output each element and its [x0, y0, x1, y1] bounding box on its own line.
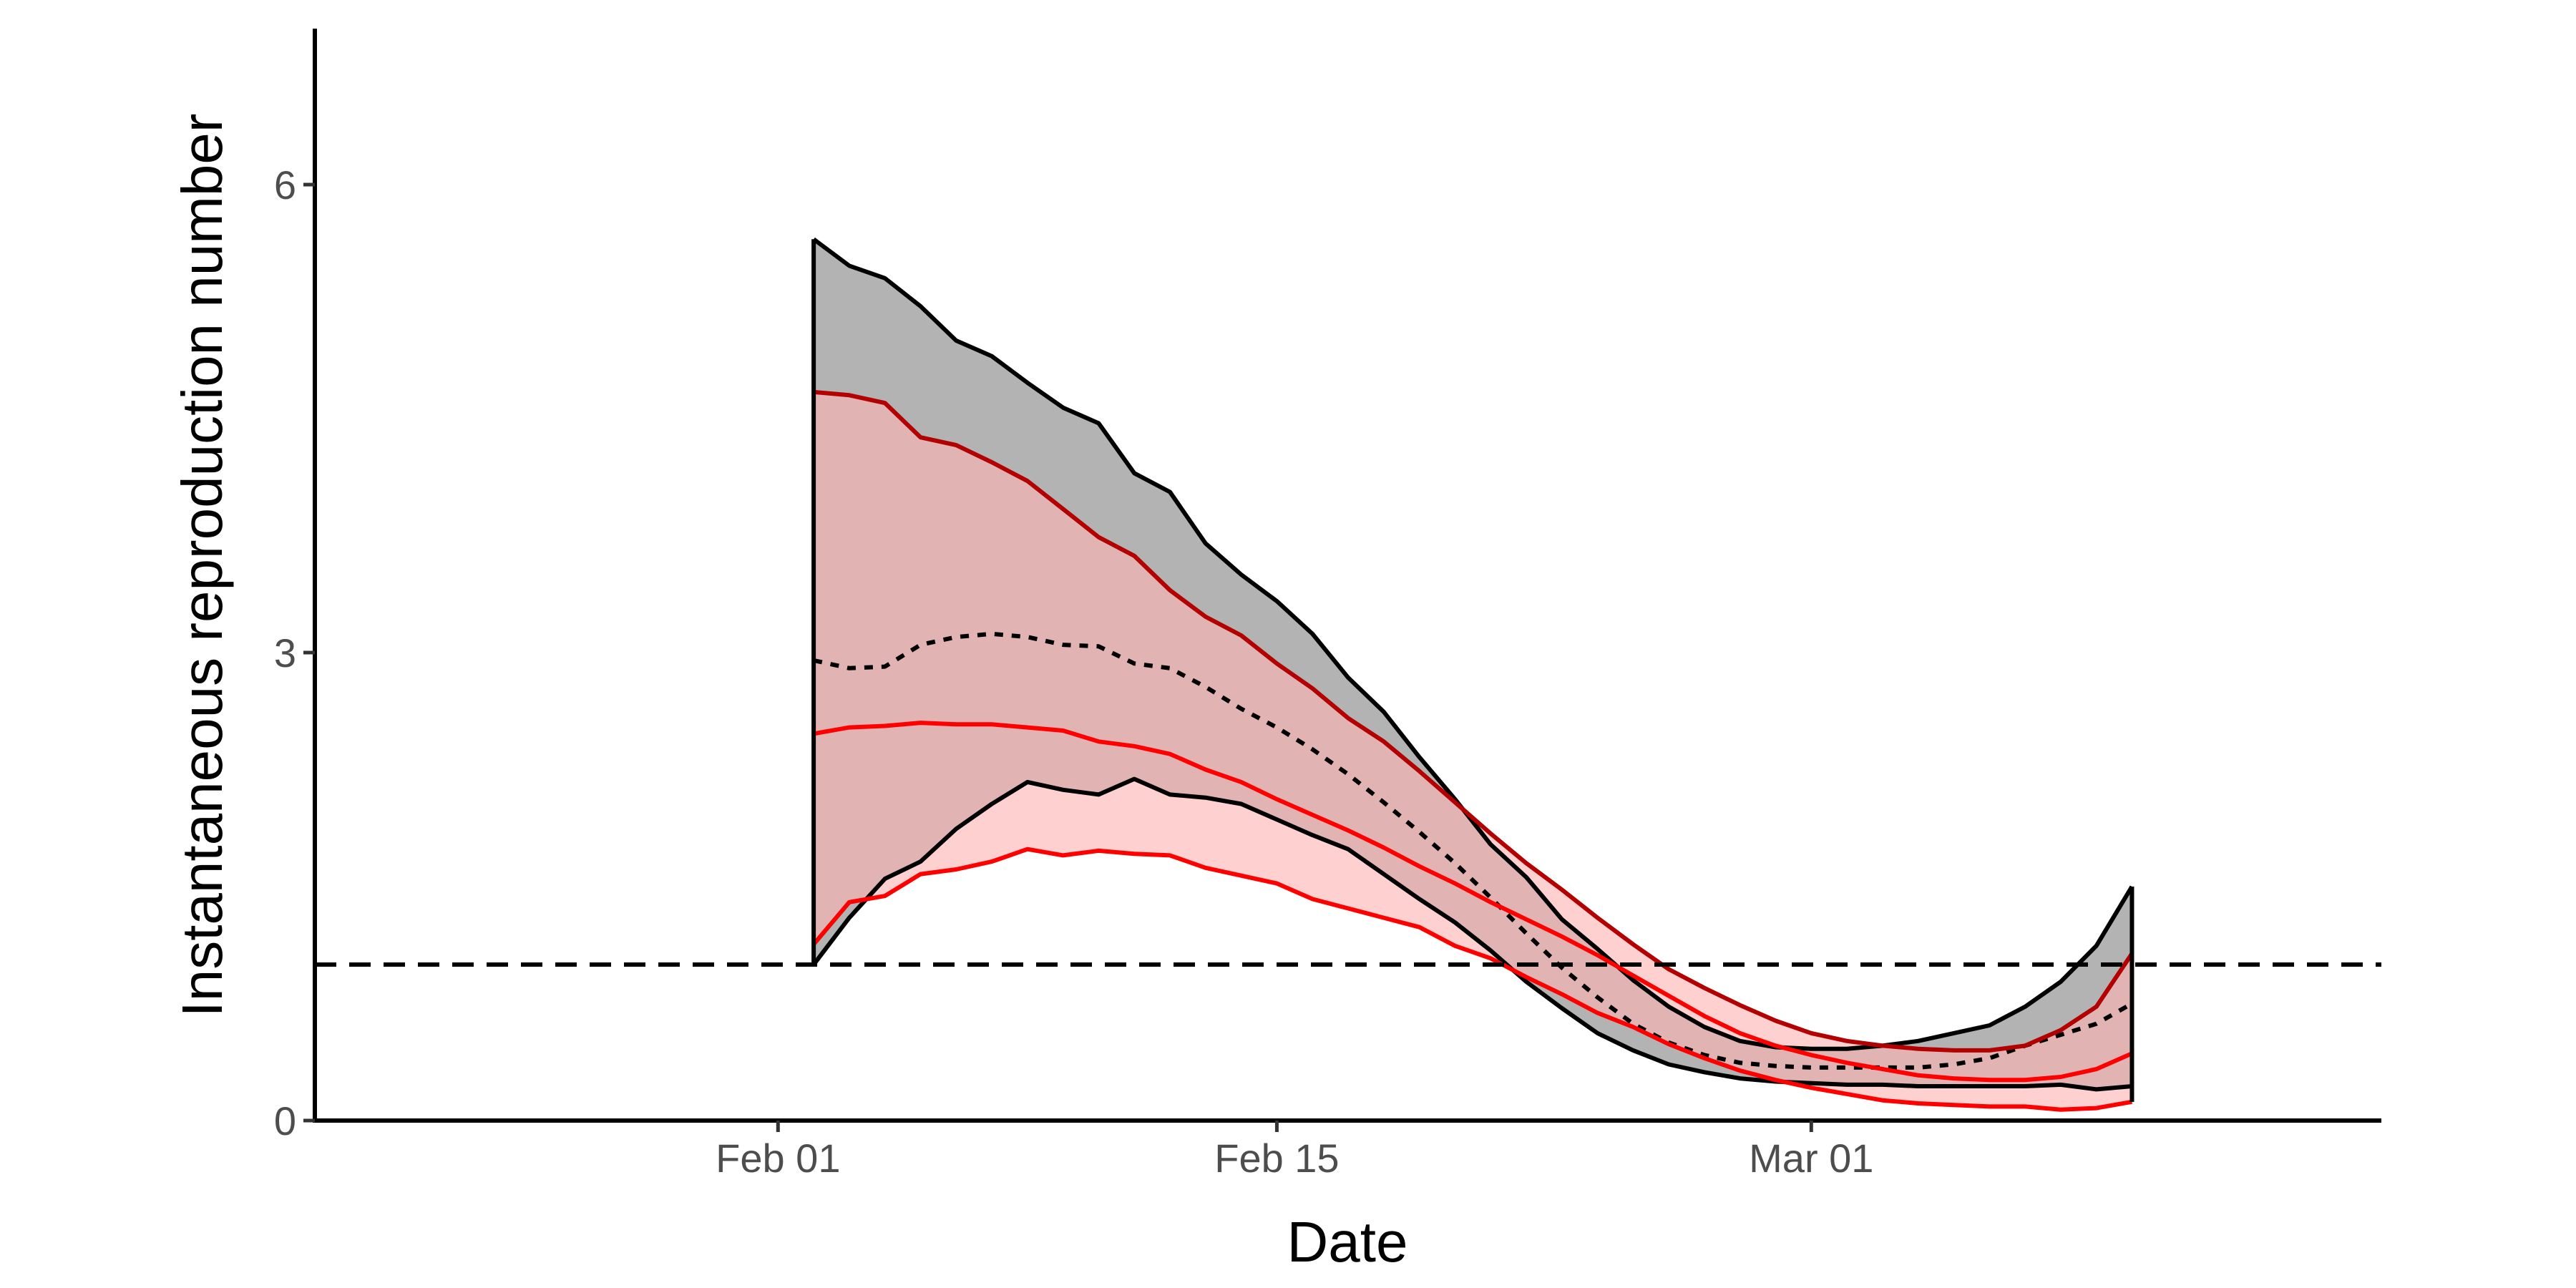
x-tick-label-0: Feb 01 — [716, 1136, 840, 1181]
series-0-lower-line — [811, 776, 2132, 1092]
series-lines — [811, 237, 2135, 1112]
series-0-upper-line — [812, 237, 2134, 1051]
x-tick-label-1: Feb 15 — [1214, 1136, 1339, 1181]
series-1-lower-line — [811, 847, 2132, 1112]
credible-interval-bands — [814, 239, 2132, 1110]
y-tick-label-6: 6 — [274, 162, 296, 208]
x-axis-title: Date — [1287, 1210, 1408, 1274]
series-1-upper-line — [813, 389, 2134, 1053]
y-tick-label-3: 3 — [274, 630, 296, 675]
series-1-median-line — [813, 721, 2133, 1083]
series-1-interval-band — [814, 391, 2132, 1110]
y-tick-label-0: 0 — [274, 1098, 296, 1143]
x-tick-label-2: Mar 01 — [1749, 1136, 1873, 1181]
y-axis-title: Instantaneous reproduction number — [170, 113, 234, 1017]
series-0-median-line — [813, 631, 2133, 1070]
axes: 0 3 6 Feb 01 Feb 15 Mar 01 — [274, 29, 2381, 1181]
